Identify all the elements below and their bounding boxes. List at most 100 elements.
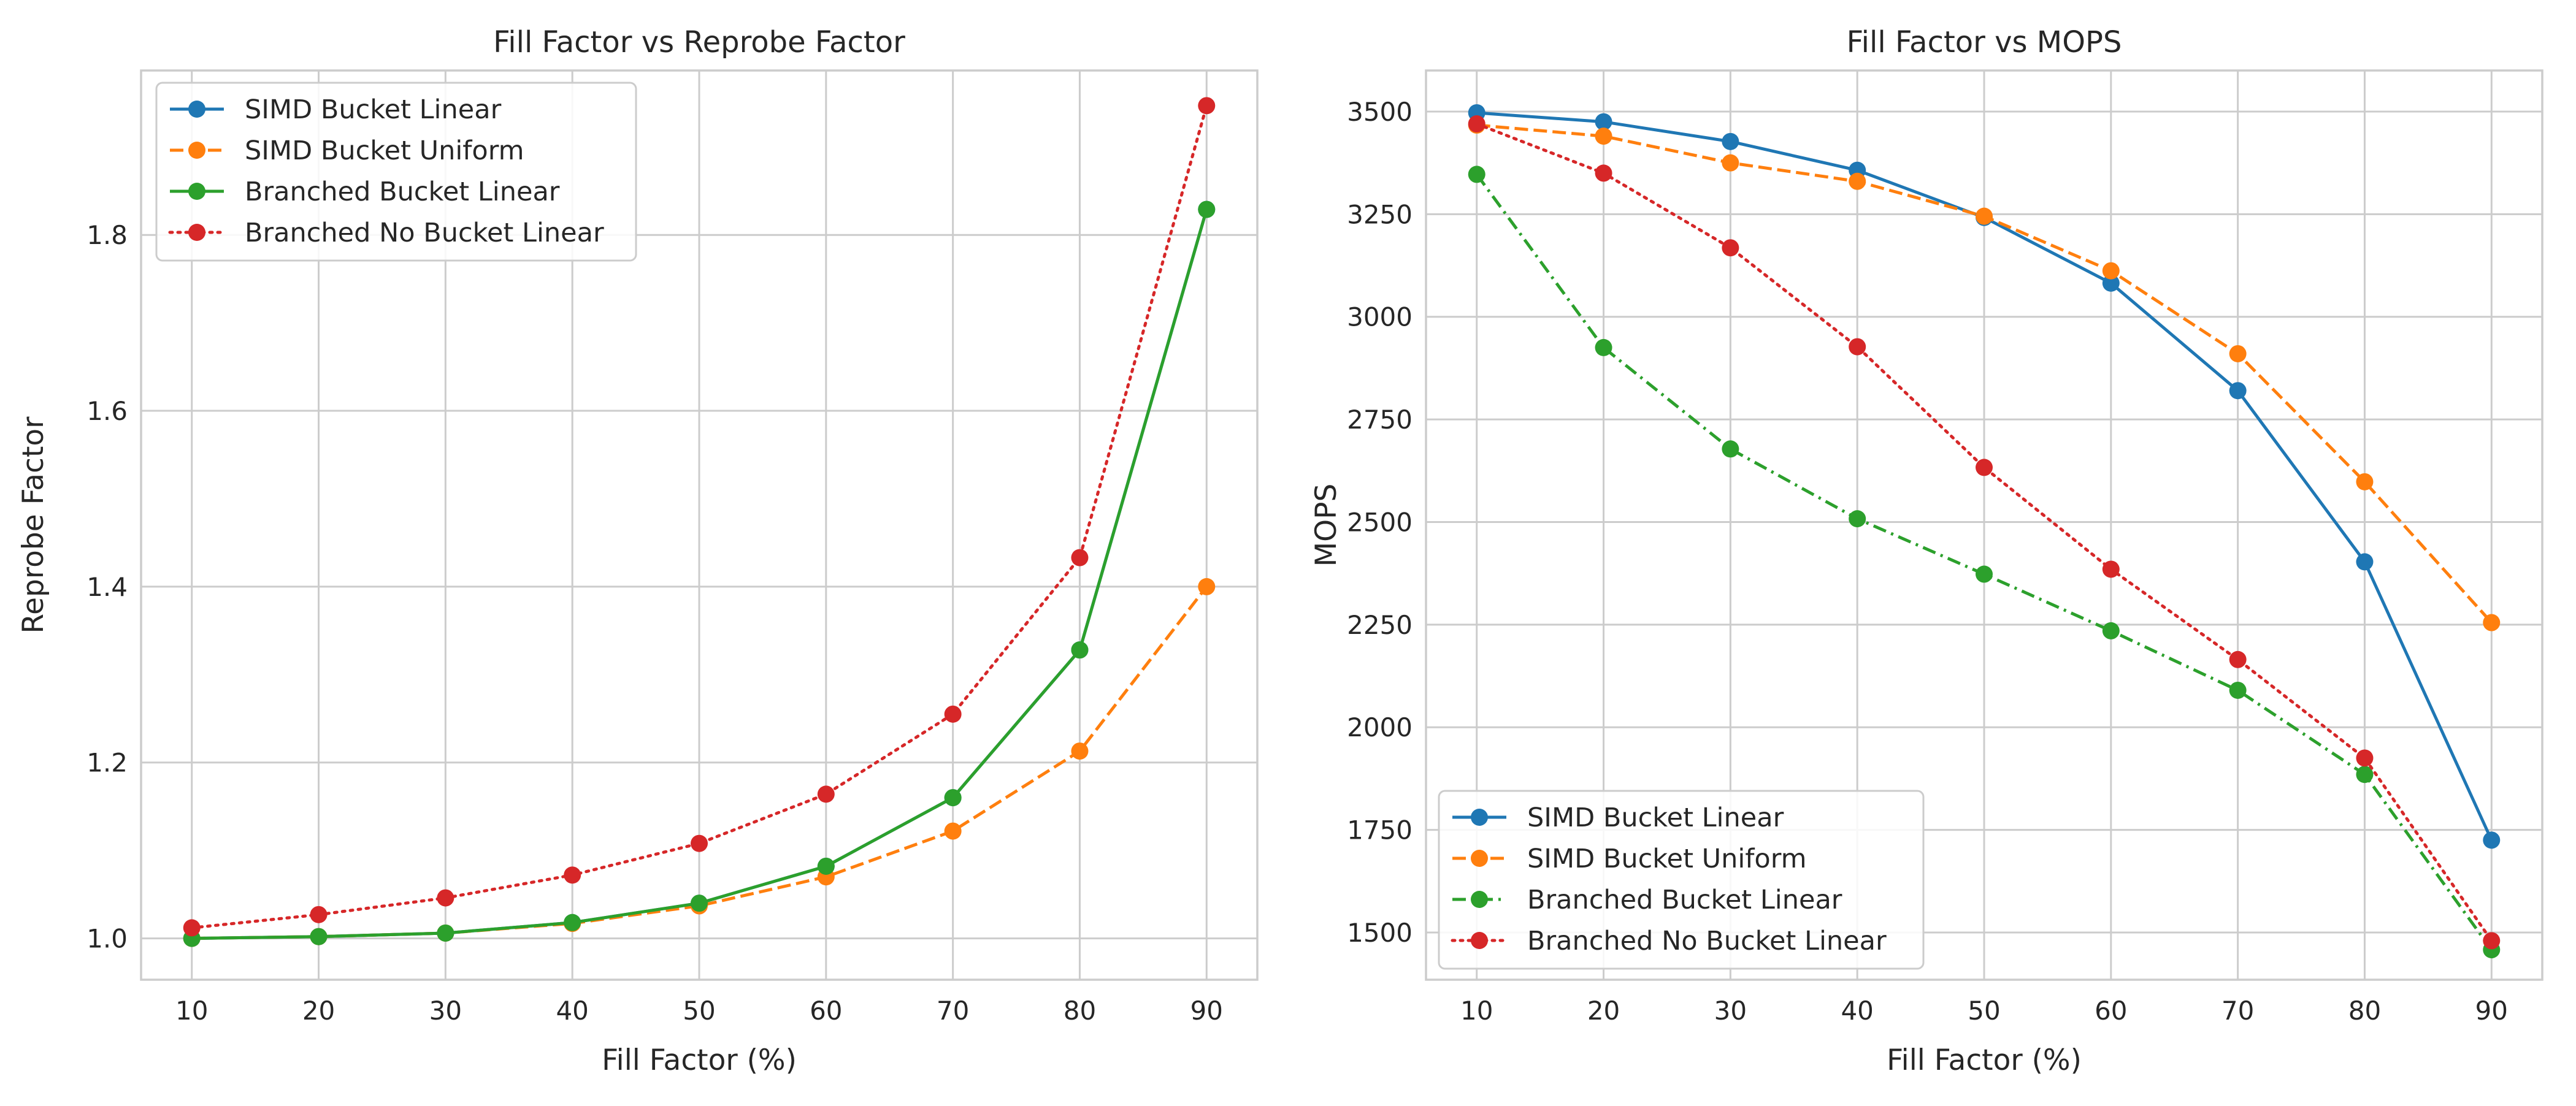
legend-swatch-marker [1471, 850, 1488, 867]
data-point [944, 789, 962, 807]
legend-swatch-marker [188, 183, 205, 200]
y-tick-label: 1.0 [86, 924, 128, 954]
x-tick-label: 20 [1587, 996, 1620, 1026]
axes-frame [140, 69, 1259, 981]
x-tick-label: 90 [1190, 996, 1223, 1026]
data-point [2356, 553, 2374, 571]
y-tick-label: 3000 [1347, 302, 1413, 332]
data-point [1976, 565, 1993, 583]
data-point [1198, 578, 1216, 595]
data-point [1722, 132, 1739, 150]
x-tick-label: 40 [1841, 996, 1873, 1026]
legend-box [1438, 790, 1925, 970]
data-point [944, 705, 962, 723]
legend: SIMD Bucket Linear SIMD Bucket Uniform Bra… [155, 82, 637, 262]
series-3 [183, 200, 1216, 947]
data-point [2483, 932, 2501, 950]
series-4 [1468, 115, 2501, 950]
series-line [1475, 122, 2493, 942]
data-point [1595, 113, 1612, 131]
data-point [1849, 172, 1866, 190]
data-point [2483, 614, 2501, 631]
data-point [1595, 164, 1612, 182]
data-point [2229, 650, 2247, 668]
data-point [183, 919, 201, 937]
legend-entry: SIMD Bucket Linear [1527, 803, 1784, 833]
x-tick-label: 80 [2348, 996, 2381, 1026]
series-4 [183, 97, 1216, 937]
legend-box [155, 82, 637, 262]
data-point [2483, 831, 2501, 849]
y-tick-label: 3500 [1347, 97, 1413, 127]
axes-frame [1425, 69, 2543, 981]
y-tick-label: 1.4 [86, 572, 128, 602]
y-axis-label: Reprobe Factor [17, 416, 50, 634]
y-tick-label: 1.6 [86, 396, 128, 426]
data-point [564, 866, 581, 884]
legend-swatch-marker [1471, 932, 1488, 949]
data-point [437, 924, 454, 942]
legend-swatch-marker [188, 142, 205, 159]
data-point [2229, 382, 2247, 400]
legend-swatch-marker [1471, 891, 1488, 908]
legend: SIMD Bucket Linear SIMD Bucket Uniform Bra… [1438, 790, 1925, 970]
data-point [1198, 200, 1216, 218]
x-tick-label: 50 [683, 996, 715, 1026]
data-point [2229, 681, 2247, 699]
y-tick-label: 3250 [1347, 199, 1413, 229]
data-point [691, 834, 708, 852]
data-point [310, 928, 328, 945]
legend-swatch-marker [188, 101, 205, 118]
x-tick-label: 30 [1714, 996, 1747, 1026]
data-point [437, 889, 454, 907]
x-tick-label: 70 [2221, 996, 2254, 1026]
data-point [2229, 345, 2247, 362]
data-point [1071, 641, 1089, 659]
y-tick-label: 1.8 [86, 220, 128, 250]
x-tick-label: 50 [1968, 996, 2000, 1026]
data-point [564, 913, 581, 931]
x-axis-label: Fill Factor (%) [1887, 1043, 2082, 1077]
x-axis-label: Fill Factor (%) [602, 1043, 797, 1077]
y-tick-label: 2500 [1347, 507, 1413, 537]
chart-title: Fill Factor vs MOPS [1847, 25, 2122, 59]
x-tick-label: 90 [2475, 996, 2508, 1026]
x-tick-label: 60 [810, 996, 842, 1026]
data-point [1595, 338, 1612, 356]
legend-entry: SIMD Bucket Uniform [1527, 844, 1807, 874]
data-point [1722, 440, 1739, 458]
chart-panel-2: 10 20 30 40 50 60 70 80 90 1500 1750 2000 2250 2500 27… [1309, 25, 2543, 1077]
legend-entry: SIMD Bucket Linear [245, 94, 502, 125]
legend-entry: SIMD Bucket Uniform [245, 135, 524, 166]
data-point [1849, 338, 1866, 356]
data-point [1722, 239, 1739, 257]
data-point [310, 906, 328, 923]
data-point [2356, 473, 2374, 490]
data-point [1722, 154, 1739, 172]
legend-entry: Branched No Bucket Linear [1527, 926, 1887, 956]
legend-swatch-marker [188, 224, 205, 241]
x-tick-label: 40 [556, 996, 588, 1026]
data-point [817, 857, 835, 875]
x-tick-label: 30 [429, 996, 462, 1026]
legend-entry: Branched Bucket Linear [1527, 885, 1842, 915]
data-point [1071, 742, 1089, 760]
data-point [1976, 207, 1993, 225]
legend-entry: Branched No Bucket Linear [245, 218, 604, 248]
y-axis-label: MOPS [1309, 484, 1343, 567]
data-point [817, 785, 835, 803]
x-tick-label: 80 [1064, 996, 1096, 1026]
y-tick-label: 1750 [1347, 815, 1413, 845]
y-tick-label: 2000 [1347, 712, 1413, 742]
data-point [1595, 128, 1612, 145]
series-3 [1468, 166, 2501, 959]
data-point [1976, 459, 1993, 476]
x-tick-label: 10 [175, 996, 208, 1026]
data-point [2356, 749, 2374, 767]
x-tick-label: 20 [302, 996, 335, 1026]
x-tick-label: 70 [937, 996, 969, 1026]
data-point [1468, 166, 1485, 183]
data-point [691, 894, 708, 912]
